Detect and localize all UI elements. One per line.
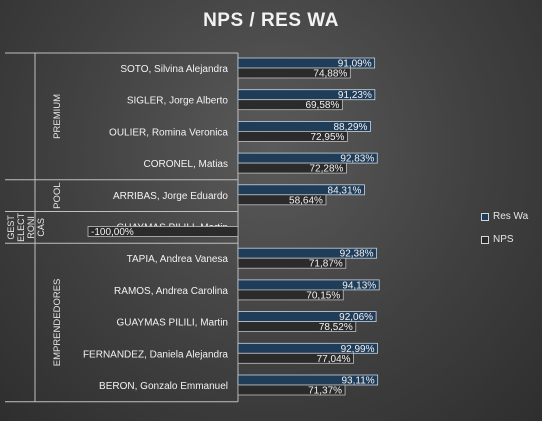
group-label-gest-elect-roni-cas-line-0: GEST — [6, 215, 16, 240]
bar-nps-beron-gonzalo-emmanuel-10 — [237, 384, 346, 396]
group-label-premium: PREMIUM — [52, 94, 63, 139]
data-label-nps-oulier-romina-veronica-2: 72,95% — [311, 132, 345, 143]
data-label-res-wa-ramos-andrea-carolina-7: 94,13% — [342, 280, 376, 291]
chart-title: NPS / RES WA — [203, 10, 339, 31]
data-label-nps-guaymas-pilili-martin-8: 78,52% — [319, 322, 353, 333]
category-label-fernandez-daniela-alejandra-9: FERNANDEZ, Daniela Alejandra — [83, 349, 228, 360]
bar-nps-sigler-jorge-alberto-1 — [237, 99, 343, 111]
legend-item-res-wa: Res Wa — [481, 210, 528, 223]
data-label-nps-guaymas-pilili-martin-5: -100,00% — [91, 227, 134, 238]
data-label-nps-coronel-matias-3: 72,28% — [309, 164, 343, 175]
group-label-pool: POOL — [52, 182, 63, 208]
data-label-nps-tapia-andrea-vanesa-6: 71,87% — [309, 259, 343, 270]
category-label-arribas-jorge-eduardo-4: ARRIBAS, Jorge Eduardo — [113, 191, 228, 202]
data-label-res-wa-fernandez-daniela-alejandra-9: 92,99% — [341, 344, 375, 355]
bar-nps-tapia-andrea-vanesa-6 — [237, 257, 347, 269]
bar-nps-guaymas-pilili-martin-8 — [237, 321, 357, 333]
legend-label-nps: NPS — [493, 234, 514, 245]
data-label-nps-ramos-andrea-carolina-7: 70,15% — [306, 290, 340, 301]
category-label-coronel-matias-3: CORONEL, Matias — [144, 159, 228, 170]
category-label-ramos-andrea-carolina-7: RAMOS, Andrea Carolina — [114, 286, 228, 297]
data-label-res-wa-oulier-romina-veronica-2: 88,29% — [334, 122, 368, 133]
bar-nps-fernandez-daniela-alejandra-9 — [237, 352, 354, 364]
bar-nps-soto-silvina-alejandra-0 — [237, 67, 351, 79]
category-label-beron-gonzalo-emmanuel-10: BERON, Gonzalo Emmanuel — [99, 381, 228, 392]
data-label-res-wa-sigler-jorge-alberto-1: 91,23% — [338, 90, 372, 101]
bar-nps-oulier-romina-veronica-2 — [237, 130, 348, 142]
group-label-emprendedores: EMPRENDEDORES — [52, 279, 63, 367]
data-label-res-wa-guaymas-pilili-martin-8: 92,06% — [339, 312, 373, 323]
data-label-res-wa-arribas-jorge-eduardo-4: 84,31% — [328, 185, 362, 196]
data-label-nps-soto-silvina-alejandra-0: 74,88% — [313, 69, 347, 80]
data-label-nps-beron-gonzalo-emmanuel-10: 71,37% — [308, 386, 342, 397]
legend: Res Wa NPS — [481, 210, 528, 256]
legend-swatch-nps — [481, 235, 489, 244]
category-label-guaymas-pilili-martin-8: GUAYMAS PILILI, Martin — [116, 318, 228, 329]
category-label-tapia-andrea-vanesa-6: TAPIA, Andrea Vanesa — [127, 254, 229, 265]
data-label-res-wa-tapia-andrea-vanesa-6: 92,38% — [340, 249, 374, 260]
data-label-nps-fernandez-daniela-alejandra-9: 77,04% — [317, 354, 351, 365]
bar-nps-guaymas-pilili-martin-5 — [87, 226, 239, 237]
bar-nps-coronel-matias-3 — [237, 162, 347, 174]
legend-label-res-wa: Res Wa — [493, 211, 529, 222]
legend-item-nps: NPS — [481, 233, 528, 246]
bar-nps-arribas-jorge-eduardo-4 — [237, 194, 327, 206]
group-label-gest-elect-roni-cas-line-3: CAS — [36, 218, 46, 237]
legend-swatch-res-wa — [481, 212, 489, 221]
data-label-res-wa-beron-gonzalo-emmanuel-10: 93,11% — [341, 376, 374, 387]
group-label-gest-elect-roni-cas-line-1: ELECT — [16, 212, 26, 242]
data-label-nps-arribas-jorge-eduardo-4: 58,64% — [289, 195, 323, 206]
category-label-sigler-jorge-alberto-1: SIGLER, Jorge Alberto — [127, 96, 229, 107]
group-label-gest-elect-roni-cas-line-2: RONI — [26, 216, 36, 239]
category-label-oulier-romina-veronica-2: OULIER, Romina Veronica — [109, 127, 228, 138]
data-label-res-wa-coronel-matias-3: 92,83% — [340, 154, 374, 165]
bar-nps-ramos-andrea-carolina-7 — [237, 289, 344, 301]
data-label-res-wa-soto-silvina-alejandra-0: 91,09% — [338, 59, 372, 70]
data-label-nps-sigler-jorge-alberto-1: 69,58% — [305, 100, 339, 111]
category-label-soto-silvina-alejandra-0: SOTO, Silvina Alejandra — [120, 64, 228, 75]
